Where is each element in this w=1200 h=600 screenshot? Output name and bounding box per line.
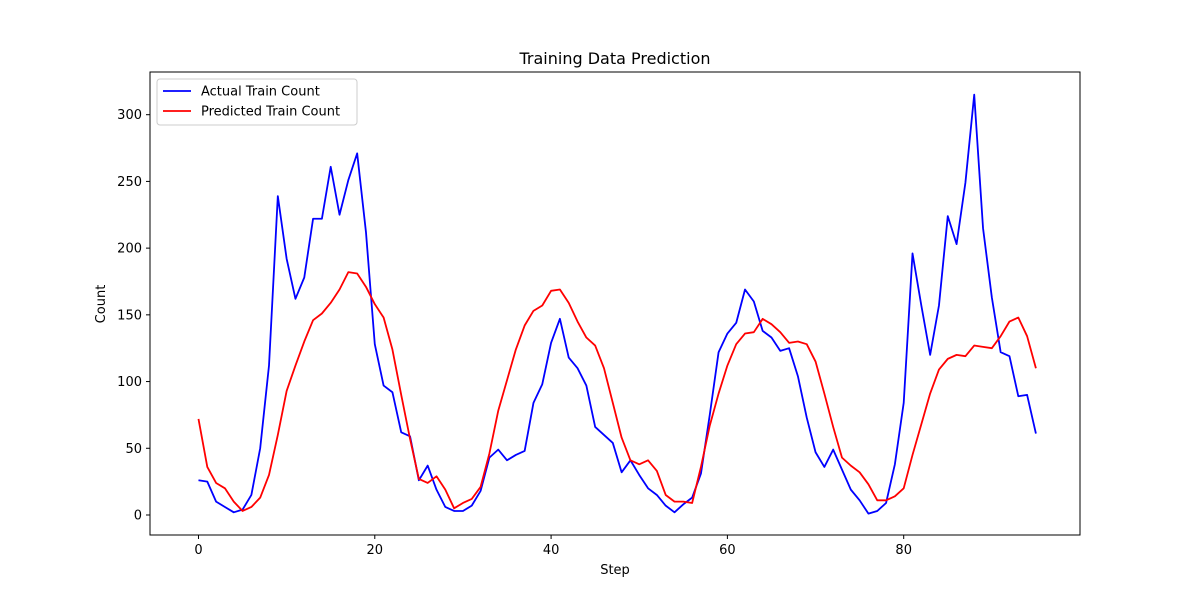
y-tick-label: 200 [117,242,142,257]
legend: Actual Train Count Predicted Train Count [156,78,358,126]
plot-area-frame [149,71,1081,536]
y-tick-label: 150 [117,308,142,323]
x-tick-label: 0 [194,543,202,558]
legend-label: Actual Train Count [201,85,320,100]
series-line-actual [198,93,1037,515]
x-tick-label: 40 [543,543,560,558]
x-tick-label: 20 [367,543,384,558]
y-axis-title: Count [94,285,109,324]
x-axis: 0 20 40 60 80 [194,535,912,558]
y-tick-label: 300 [117,108,142,123]
y-tick-label: 100 [117,375,142,390]
x-axis-title: Step [600,563,630,578]
y-tick-label: 250 [117,175,142,190]
legend-label: Predicted Train Count [201,105,340,120]
series-layer [197,93,1037,515]
x-tick-label: 60 [719,543,736,558]
legend-box [156,78,358,126]
chart-title: Training Data Prediction [519,49,711,68]
y-tick-label: 0 [134,508,142,523]
series-line-predicted [197,271,1037,512]
y-axis: 0 50 100 150 200 250 300 [117,108,150,523]
x-tick-label: 80 [895,543,912,558]
y-tick-label: 50 [125,442,142,457]
